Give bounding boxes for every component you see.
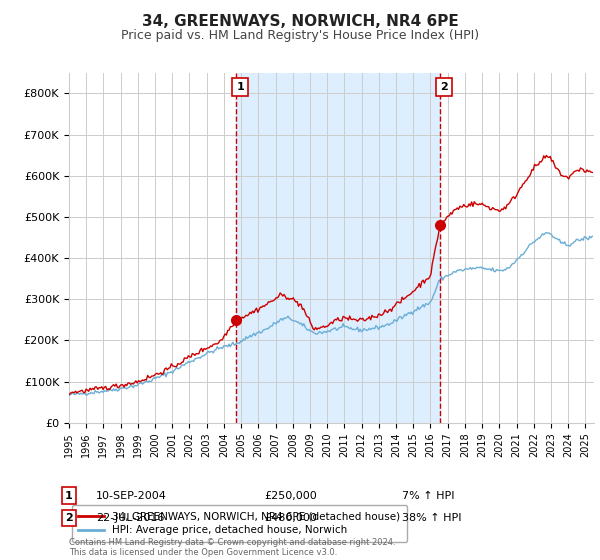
Bar — [236, 73, 440, 423]
Text: Contains HM Land Registry data © Crown copyright and database right 2024.
This d: Contains HM Land Registry data © Crown c… — [69, 538, 395, 557]
Text: 34, GREENWAYS, NORWICH, NR4 6PE: 34, GREENWAYS, NORWICH, NR4 6PE — [142, 14, 458, 29]
Text: 1: 1 — [65, 491, 73, 501]
Text: 38% ↑ HPI: 38% ↑ HPI — [402, 513, 461, 523]
Text: 2: 2 — [440, 82, 448, 92]
Text: £480,000: £480,000 — [264, 513, 317, 523]
Text: Price paid vs. HM Land Registry's House Price Index (HPI): Price paid vs. HM Land Registry's House … — [121, 29, 479, 42]
Text: £250,000: £250,000 — [264, 491, 317, 501]
Text: 1: 1 — [236, 82, 244, 92]
Text: 2: 2 — [65, 513, 73, 523]
Text: 7% ↑ HPI: 7% ↑ HPI — [402, 491, 455, 501]
Text: 10-SEP-2004: 10-SEP-2004 — [96, 491, 167, 501]
Legend: 34, GREENWAYS, NORWICH, NR4 6PE (detached house), HPI: Average price, detached h: 34, GREENWAYS, NORWICH, NR4 6PE (detache… — [71, 505, 407, 542]
Text: 22-JUL-2016: 22-JUL-2016 — [96, 513, 164, 523]
